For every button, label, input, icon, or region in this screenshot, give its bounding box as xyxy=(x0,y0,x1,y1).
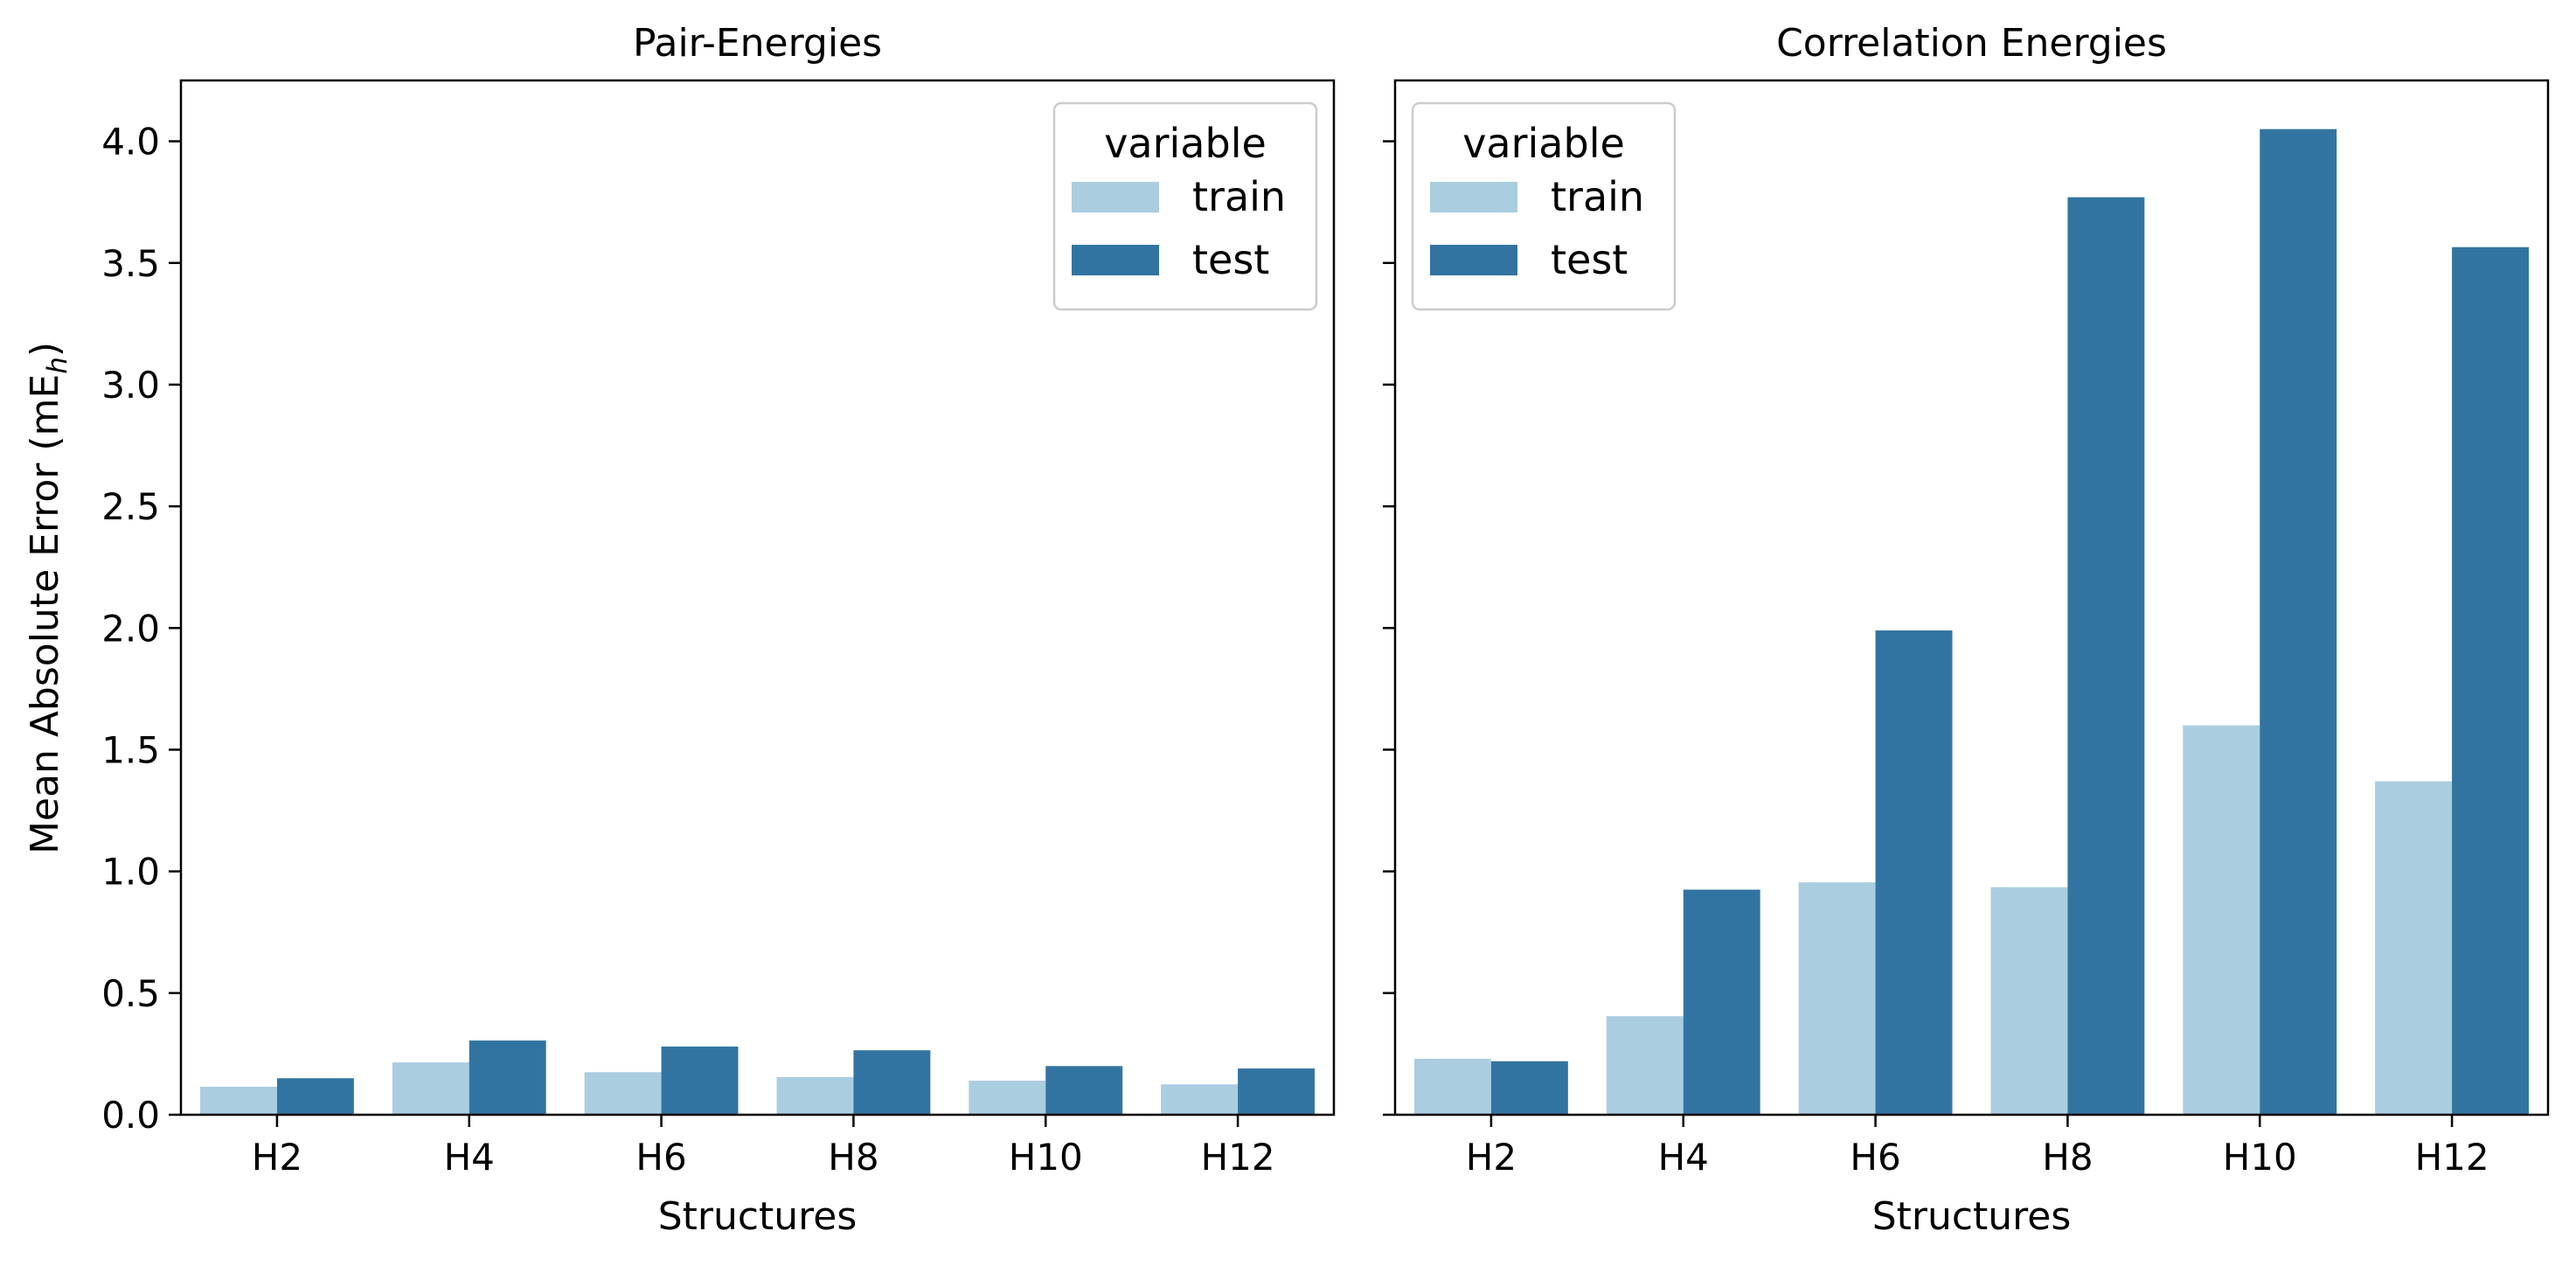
x-tick-label: H8 xyxy=(2042,1136,2093,1179)
bar-test-h10 xyxy=(2260,129,2337,1115)
bar-train-h6 xyxy=(584,1072,662,1115)
bar-train-h10 xyxy=(2183,725,2260,1115)
y-tick-label: 3.5 xyxy=(101,242,160,285)
x-tick-label: H12 xyxy=(1201,1136,1275,1179)
axes-frame xyxy=(179,79,1336,1116)
legend-swatch-train xyxy=(1072,182,1159,212)
bar-train-h8 xyxy=(776,1076,854,1115)
x-tick-label: H2 xyxy=(252,1136,302,1179)
legend-label-test: test xyxy=(1551,236,1628,283)
legend: variable train test xyxy=(1052,101,1318,311)
bar-test-h10 xyxy=(1045,1066,1123,1115)
x-tick-label: H10 xyxy=(2223,1136,2297,1179)
panel-title: Pair-Energies xyxy=(633,21,882,66)
bar-test-h8 xyxy=(2067,197,2145,1116)
legend-title: variable xyxy=(1462,120,1625,167)
legend: variable train test xyxy=(1411,101,1677,311)
bar-test-h2 xyxy=(1490,1061,1568,1115)
y-axis-label-prefix: Mean Absolute Error (mE xyxy=(23,374,67,854)
legend-title: variable xyxy=(1104,120,1267,167)
panel-2: H2 H4 H6 H8 H10 H12 Correlation Energies Struct… xyxy=(1383,21,2550,1239)
x-tick-label: H6 xyxy=(635,1136,686,1179)
bar-test-h6 xyxy=(661,1047,739,1115)
bar-train-h2 xyxy=(1413,1058,1491,1115)
bar-test-h4 xyxy=(1683,889,1760,1115)
x-axis-label: Structures xyxy=(658,1194,858,1239)
legend-label-train: train xyxy=(1551,173,1644,220)
bar-train-h12 xyxy=(2375,781,2453,1115)
bar-train-h10 xyxy=(969,1081,1046,1115)
y-tick-label: 3.0 xyxy=(101,364,160,407)
y-axis-label-suffix: ) xyxy=(23,342,67,357)
bar-test-h12 xyxy=(2452,247,2530,1115)
y-axis-label-subscript: h xyxy=(42,357,73,374)
legend-swatch-test xyxy=(1072,245,1159,275)
bar-test-h4 xyxy=(469,1040,546,1115)
bar-train-h4 xyxy=(1606,1016,1684,1115)
bar-test-h6 xyxy=(1875,630,1953,1115)
legend-label-test: test xyxy=(1192,236,1269,283)
legend-swatch-test xyxy=(1430,245,1517,275)
y-tick-label: 1.0 xyxy=(101,851,160,894)
y-tick-label: 4.0 xyxy=(101,121,160,163)
axes-frame xyxy=(1393,79,2550,1116)
legend-label-train: train xyxy=(1192,173,1286,220)
y-tick-label: 2.5 xyxy=(101,485,160,528)
panel-title: Correlation Energies xyxy=(1776,21,2167,66)
y-tick-label: 0.5 xyxy=(101,972,160,1015)
bar-train-h6 xyxy=(1798,882,1876,1115)
panel-1: 0.0 0.5 1.0 1.5 2.0 2.5 3.0 3.5 4.0 H2 H4 H6 H8 H10 H1… xyxy=(23,21,1336,1239)
x-axis-label: Structures xyxy=(1872,1194,2072,1239)
bar-test-h12 xyxy=(1238,1068,1316,1115)
bar-train-h12 xyxy=(1161,1084,1239,1115)
y-axis-label: Mean Absolute Error (mEh) xyxy=(23,342,73,854)
x-tick-label: H6 xyxy=(1850,1136,1900,1179)
x-tick-label: H10 xyxy=(1009,1136,1083,1179)
bar-test-h8 xyxy=(853,1050,931,1115)
bar-train-h2 xyxy=(199,1086,277,1115)
y-tick-label: 1.5 xyxy=(101,728,160,771)
legend-swatch-train xyxy=(1430,182,1517,212)
y-tick-label: 0.0 xyxy=(101,1094,160,1137)
bar-test-h2 xyxy=(276,1078,354,1115)
x-tick-label: H8 xyxy=(828,1136,878,1179)
x-tick-label: H2 xyxy=(1466,1136,1517,1179)
bar-train-h8 xyxy=(1990,887,2068,1115)
x-tick-label: H4 xyxy=(1658,1136,1709,1179)
x-tick-label: H4 xyxy=(444,1136,495,1179)
bar-train-h4 xyxy=(392,1062,469,1115)
x-tick-label: H12 xyxy=(2415,1136,2489,1179)
y-tick-label: 2.0 xyxy=(101,607,160,650)
